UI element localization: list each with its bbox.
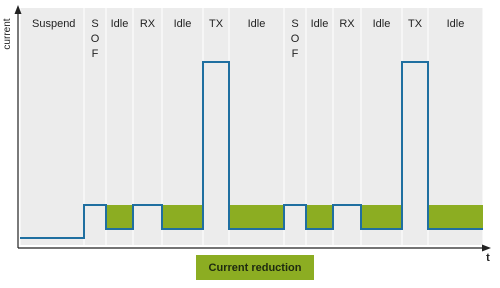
x-axis-arrow [482, 244, 491, 252]
reduction-area [106, 205, 133, 229]
y-axis-arrow [14, 5, 22, 14]
reduction-area [361, 205, 402, 229]
x-axis-label: t [486, 252, 490, 264]
reduction-area [162, 205, 203, 229]
reduction-area [229, 205, 284, 229]
phase-label: SOF [89, 18, 101, 63]
current-waveform [20, 61, 483, 239]
reduction-area [428, 205, 483, 229]
reduction-area [306, 205, 333, 229]
phase-label: RX [140, 18, 156, 30]
phase-label: Idle [311, 18, 329, 30]
y-axis-label: current [2, 18, 13, 49]
phase-label: SOF [289, 18, 301, 63]
phase-band [84, 8, 106, 245]
phase-label: Idle [373, 18, 391, 30]
phase-band [402, 8, 428, 245]
reduction-areas [106, 205, 483, 229]
phase-label: TX [408, 18, 423, 30]
phase-label: RX [339, 18, 355, 30]
phase-label: TX [209, 18, 224, 30]
phase-label: Idle [174, 18, 192, 30]
phase-band [20, 8, 84, 245]
phase-label: Suspend [32, 18, 75, 30]
legend-label: Current reduction [209, 262, 302, 274]
phase-band [203, 8, 229, 245]
legend-box [196, 255, 314, 280]
phase-label: Idle [111, 18, 129, 30]
phase-label: Idle [447, 18, 465, 30]
phase-band [333, 8, 361, 245]
phase-label: Idle [248, 18, 266, 30]
phase-band [133, 8, 162, 245]
phase-band [284, 8, 306, 245]
